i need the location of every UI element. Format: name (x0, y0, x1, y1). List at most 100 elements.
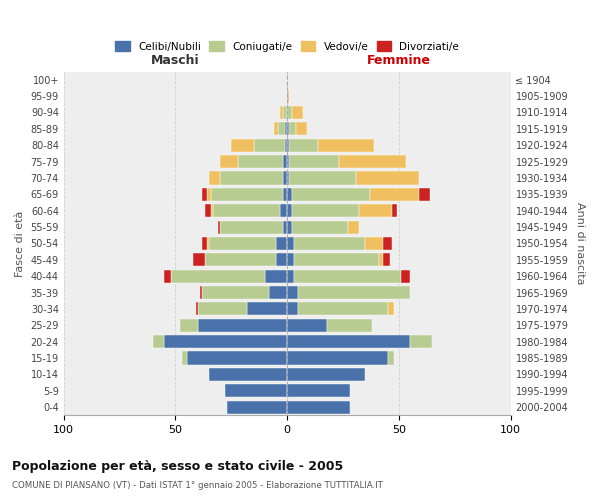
Bar (182, 352, 187, 364)
Bar (289, 122, 296, 136)
Bar (205, 253, 276, 266)
Bar (292, 204, 359, 217)
Bar (276, 253, 287, 266)
Bar (202, 188, 207, 201)
Bar (164, 335, 287, 348)
Bar (283, 106, 287, 119)
Bar (287, 400, 350, 413)
Bar (247, 302, 287, 316)
Bar (209, 368, 287, 381)
Bar (171, 270, 265, 282)
Bar (232, 138, 254, 152)
Bar (285, 138, 287, 152)
Bar (209, 237, 276, 250)
Bar (292, 106, 303, 119)
Bar (274, 122, 278, 136)
Bar (287, 188, 292, 201)
Bar (294, 253, 379, 266)
Text: Popolazione per età, sesso e stato civile - 2005: Popolazione per età, sesso e stato civil… (12, 460, 343, 473)
Bar (383, 253, 390, 266)
Bar (347, 220, 359, 234)
Bar (294, 237, 365, 250)
Bar (379, 253, 383, 266)
Bar (269, 286, 287, 299)
Bar (287, 253, 294, 266)
Bar (287, 220, 292, 234)
Bar (198, 302, 247, 316)
Bar (287, 318, 328, 332)
Bar (287, 204, 292, 217)
Legend: Celibi/Nubili, Coniugati/e, Vedovi/e, Divorziati/e: Celibi/Nubili, Coniugati/e, Vedovi/e, Di… (111, 37, 463, 56)
Bar (370, 188, 419, 201)
Bar (287, 138, 289, 152)
Bar (227, 400, 287, 413)
Bar (200, 286, 202, 299)
Bar (209, 172, 220, 184)
Bar (187, 352, 287, 364)
Bar (207, 188, 211, 201)
Bar (287, 122, 289, 136)
Bar (298, 302, 388, 316)
Bar (388, 302, 394, 316)
Bar (220, 172, 283, 184)
Bar (287, 270, 294, 282)
Bar (254, 138, 285, 152)
Bar (294, 270, 401, 282)
Text: COMUNE DI PIANSANO (VT) - Dati ISTAT 1° gennaio 2005 - Elaborazione TUTTITALIA.I: COMUNE DI PIANSANO (VT) - Dati ISTAT 1° … (12, 481, 383, 490)
Bar (401, 270, 410, 282)
Bar (153, 335, 164, 348)
Bar (289, 155, 338, 168)
Bar (265, 270, 287, 282)
Bar (392, 204, 397, 217)
Bar (276, 237, 287, 250)
Bar (328, 318, 372, 332)
Bar (365, 237, 383, 250)
Bar (218, 220, 220, 234)
Bar (410, 335, 433, 348)
Bar (289, 172, 356, 184)
Bar (211, 204, 214, 217)
Bar (287, 237, 294, 250)
Bar (419, 188, 430, 201)
Bar (287, 302, 298, 316)
Bar (338, 155, 406, 168)
Bar (319, 138, 374, 152)
Bar (287, 155, 289, 168)
Bar (202, 237, 207, 250)
Bar (280, 106, 283, 119)
Bar (287, 172, 289, 184)
Bar (296, 122, 307, 136)
Bar (359, 204, 392, 217)
Bar (164, 270, 171, 282)
Bar (202, 286, 269, 299)
Bar (278, 122, 285, 136)
Text: Maschi: Maschi (151, 54, 200, 66)
Bar (224, 384, 287, 398)
Bar (283, 172, 287, 184)
Y-axis label: Anni di nascita: Anni di nascita (575, 202, 585, 284)
Bar (220, 155, 238, 168)
Bar (283, 188, 287, 201)
Bar (211, 188, 283, 201)
Bar (214, 204, 280, 217)
Bar (198, 318, 287, 332)
Bar (207, 237, 209, 250)
Bar (287, 286, 298, 299)
Bar (283, 220, 287, 234)
Bar (238, 155, 283, 168)
Bar (287, 384, 350, 398)
Bar (205, 204, 211, 217)
Bar (292, 188, 370, 201)
Bar (298, 286, 410, 299)
Bar (287, 368, 365, 381)
Y-axis label: Fasce di età: Fasce di età (15, 210, 25, 276)
Text: Femmine: Femmine (367, 54, 431, 66)
Bar (388, 352, 394, 364)
Bar (287, 335, 410, 348)
Bar (196, 302, 198, 316)
Bar (383, 237, 392, 250)
Bar (220, 220, 283, 234)
Bar (292, 220, 347, 234)
Bar (287, 106, 292, 119)
Bar (287, 90, 289, 102)
